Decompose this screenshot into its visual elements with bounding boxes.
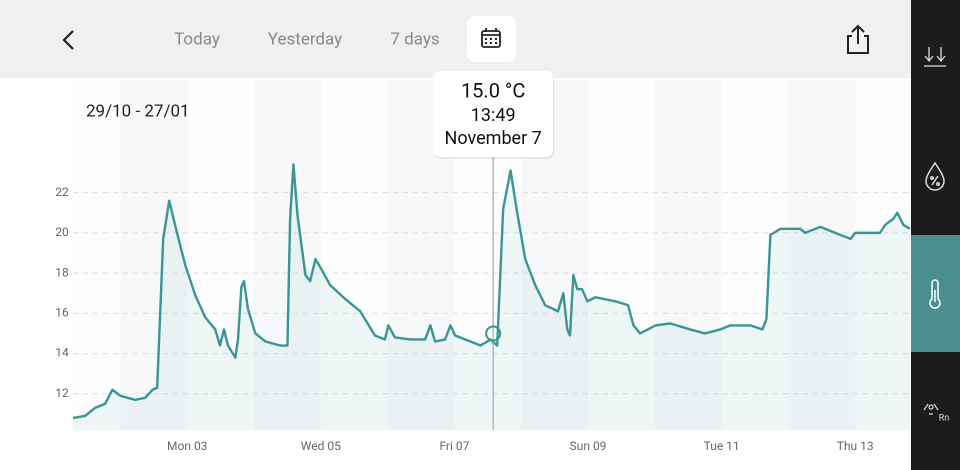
y-tick-label: 14 [55,346,69,360]
day-band [721,80,789,430]
x-tick-label: Tue 11 [704,439,740,453]
x-tick-label: Sun 09 [570,439,607,453]
y-tick-label: 16 [55,306,69,320]
plot: 12 14 16 18 20 22 Mon 03 Wed 05 Fri 07 Sun 09 Tue … [55,163,911,453]
tooltip-date: November 7 [445,128,542,149]
y-tick-label: 12 [55,386,69,400]
day-band [588,80,655,430]
date-range: 29/10 - 27/01 [86,101,190,121]
day-band [187,80,255,430]
calendar-button[interactable] [467,16,516,62]
y-tick-label: 22 [55,185,69,199]
header-bar [0,0,911,78]
radon-label: Rn [939,413,950,423]
x-tick-label: Mon 03 [167,439,207,453]
y-tick-label: 18 [55,265,69,279]
share-button[interactable] [847,24,869,54]
tab-yesterday[interactable]: Yesterday [268,29,342,49]
x-tick-label: Fri 07 [439,439,469,453]
pressure-icon[interactable] [924,47,946,67]
day-band [73,80,121,430]
temperature-line [72,163,911,420]
tooltip-value: 15.0 °C [461,78,525,102]
tooltip [433,71,554,157]
back-button[interactable] [62,30,74,50]
tooltip-time: 13:49 [471,105,516,126]
x-tick-label: Thu 13 [837,439,874,453]
cursor-marker [485,325,502,342]
temperature-icon [929,279,941,309]
day-band [855,80,910,430]
area-fill [73,164,910,430]
tab-today[interactable]: Today [174,29,220,49]
radon-icon[interactable] [923,403,939,415]
x-tick-label: Wed 05 [301,439,341,453]
humidity-icon[interactable] [925,161,945,191]
y-tick-label: 20 [55,225,69,239]
tab-7-days[interactable]: 7 days [390,29,439,49]
day-band [320,80,388,430]
